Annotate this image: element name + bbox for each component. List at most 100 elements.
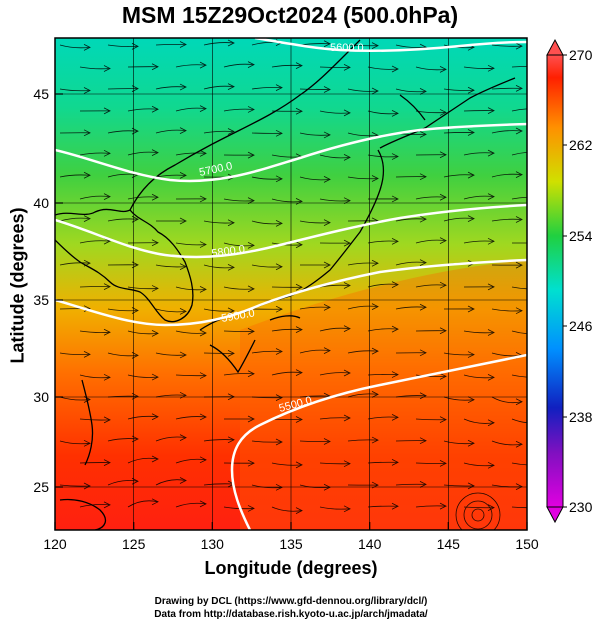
arrowhead — [536, 286, 542, 292]
streamline — [203, 483, 235, 486]
graticule — [55, 38, 527, 530]
streamline — [175, 330, 207, 334]
arrowhead — [83, 129, 91, 137]
streamline — [463, 195, 495, 200]
arrowhead — [227, 307, 235, 315]
arrowhead — [275, 175, 283, 183]
streamline — [271, 328, 303, 332]
arrowhead — [487, 461, 495, 469]
arrowhead — [439, 373, 447, 380]
streamline — [463, 240, 495, 244]
arrowhead — [275, 263, 283, 271]
streamline — [175, 107, 207, 112]
streamline — [395, 88, 427, 93]
arrowhead — [151, 373, 159, 381]
arrowhead — [343, 197, 351, 205]
arrowhead — [419, 173, 427, 181]
streamline — [415, 196, 447, 200]
arrowhead — [179, 391, 187, 399]
streamline — [395, 306, 427, 310]
streamline — [203, 130, 235, 134]
streamline — [223, 373, 255, 376]
arrowhead — [227, 349, 235, 357]
arrowhead — [371, 391, 379, 398]
streamline — [347, 393, 379, 398]
streamline — [415, 505, 447, 508]
streamline — [367, 416, 399, 420]
arrowhead — [487, 329, 495, 336]
arrowhead — [323, 438, 331, 445]
arrowhead — [439, 65, 447, 73]
arrowhead — [151, 105, 159, 113]
arrowhead — [151, 329, 159, 337]
streamline — [251, 484, 283, 489]
streamline — [107, 218, 139, 222]
streamline — [107, 130, 139, 134]
streamline — [203, 85, 235, 90]
streamline — [299, 349, 331, 354]
arrowhead — [343, 154, 351, 161]
streamline — [443, 440, 475, 445]
colorbar-tick-label: 246 — [569, 318, 593, 334]
streamline — [251, 220, 283, 225]
x-tick-label: 145 — [437, 536, 461, 552]
arrowhead — [227, 83, 235, 90]
streamline — [367, 328, 399, 332]
streamline — [463, 374, 495, 379]
arrowhead — [467, 215, 475, 222]
arrowhead — [275, 394, 283, 401]
arrowhead — [247, 197, 255, 205]
arrowhead — [247, 328, 255, 335]
arrowhead — [151, 239, 159, 247]
colorbar-gradient — [546, 54, 564, 508]
arrowhead — [536, 106, 542, 112]
streamline — [319, 327, 351, 332]
streamline — [463, 152, 495, 156]
streamline — [443, 396, 475, 401]
streamline — [203, 42, 235, 46]
streamline — [347, 132, 379, 137]
arrowhead — [295, 507, 303, 514]
arrowhead — [391, 413, 399, 421]
arrowhead — [103, 149, 111, 157]
streamline — [415, 239, 447, 244]
arrowhead — [391, 325, 399, 333]
arrowhead — [439, 460, 447, 467]
arrowhead — [536, 194, 542, 200]
contour-label-group: 5600.0 5700.0 5800.0 5900.0 5500.0 — [198, 42, 364, 415]
streamline — [127, 415, 159, 420]
streamline — [251, 176, 283, 180]
colorbar-min-arrow — [546, 506, 564, 524]
streamline — [203, 308, 235, 312]
arrowhead — [247, 505, 255, 512]
streamline — [127, 286, 159, 290]
arrowhead — [199, 286, 207, 293]
streamline — [175, 242, 207, 246]
arrowhead — [419, 481, 427, 488]
streamline — [223, 286, 255, 290]
streamline — [155, 436, 187, 442]
arrowhead — [103, 459, 111, 466]
vortex-ring — [455, 492, 501, 530]
streamline — [107, 44, 139, 47]
streamline — [443, 484, 475, 487]
colorbar-tick-label: 270 — [569, 47, 593, 63]
arrowhead — [295, 62, 303, 69]
arrowhead — [179, 217, 187, 225]
streamline — [367, 283, 399, 288]
streamline — [271, 506, 303, 512]
arrowhead — [467, 439, 475, 447]
arrowhead — [536, 505, 542, 511]
streamline — [367, 505, 399, 508]
arrowhead — [439, 193, 447, 201]
arrowhead — [83, 215, 91, 222]
streamline — [155, 394, 187, 398]
arrowhead — [275, 348, 283, 355]
streamline — [299, 440, 331, 443]
arrowhead — [275, 129, 283, 137]
arrowhead — [275, 220, 283, 227]
credit-data: Data from http://database.rish.kyoto-u.a… — [154, 609, 428, 620]
y-tick-label: 35 — [33, 292, 49, 308]
arrowhead — [151, 285, 159, 292]
